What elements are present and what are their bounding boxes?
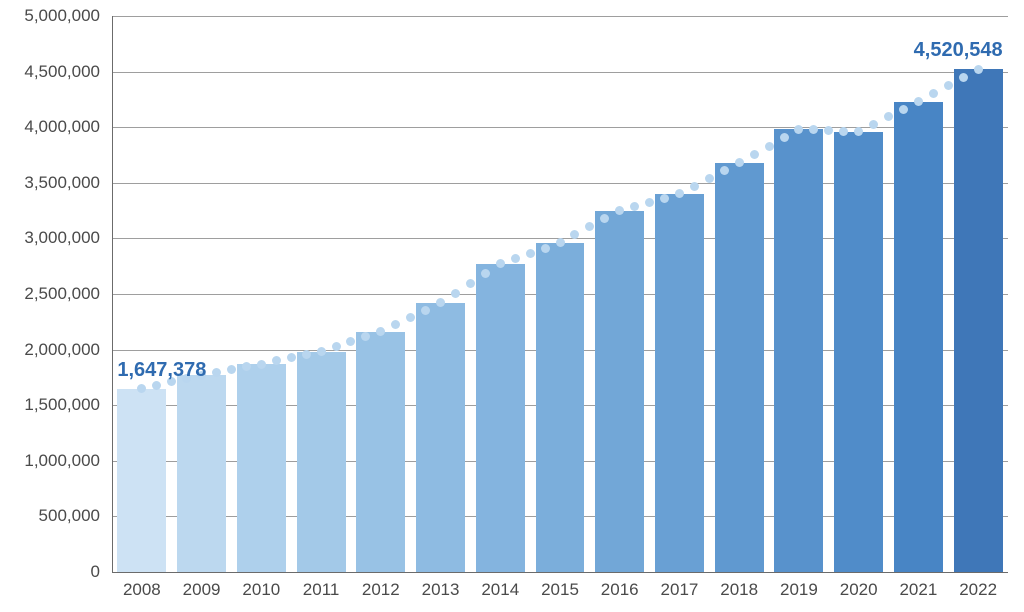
- y-tick-label: 0: [91, 562, 100, 582]
- y-tick-label: 3,000,000: [24, 228, 100, 248]
- y-tick-label: 4,000,000: [24, 117, 100, 137]
- y-tick-label: 1,500,000: [24, 395, 100, 415]
- bar: [237, 364, 286, 572]
- gridline: [112, 72, 1008, 73]
- y-tick-label: 500,000: [39, 506, 100, 526]
- x-tick-label: 2014: [481, 580, 519, 600]
- trend-dot: [750, 150, 759, 159]
- y-tick-label: 4,500,000: [24, 62, 100, 82]
- trend-dot: [765, 142, 774, 151]
- bar: [954, 69, 1003, 572]
- trend-dot: [780, 133, 789, 142]
- bar: [536, 243, 585, 572]
- bar: [476, 264, 525, 572]
- trend-dot: [585, 222, 594, 231]
- value-callout: 1,647,378: [117, 359, 206, 382]
- trend-dot: [959, 73, 968, 82]
- x-tick-label: 2009: [183, 580, 221, 600]
- trend-dot: [346, 337, 355, 346]
- trend-dot: [556, 238, 565, 247]
- bar: [416, 303, 465, 572]
- y-tick-label: 5,000,000: [24, 6, 100, 26]
- x-tick-label: 2010: [242, 580, 280, 600]
- y-tick-label: 2,500,000: [24, 284, 100, 304]
- trend-dot: [541, 244, 550, 253]
- bar: [595, 211, 644, 572]
- bar: [356, 332, 405, 572]
- trend-dot: [869, 120, 878, 129]
- trend-dot: [481, 269, 490, 278]
- x-tick-label: 2013: [422, 580, 460, 600]
- gridline: [112, 16, 1008, 17]
- x-tick-label: 2017: [661, 580, 699, 600]
- trend-dot: [406, 313, 415, 322]
- x-tick-label: 2022: [959, 580, 997, 600]
- x-tick-label: 2016: [601, 580, 639, 600]
- trend-dot: [287, 353, 296, 362]
- trend-dot: [914, 97, 923, 106]
- x-axis-line: [112, 572, 1008, 573]
- bar: [774, 129, 823, 572]
- x-tick-label: 2021: [899, 580, 937, 600]
- bar: [834, 132, 883, 572]
- bar-chart: 0 500,000 1,000,000 1,500,000 2,000,000 2,500…: [0, 0, 1024, 612]
- bar: [177, 375, 226, 572]
- trend-dot: [257, 360, 266, 369]
- bar: [655, 194, 704, 572]
- trend-dot: [690, 182, 699, 191]
- trend-dot: [317, 347, 326, 356]
- x-tick-label: 2012: [362, 580, 400, 600]
- trend-dot: [660, 194, 669, 203]
- y-axis-line: [112, 16, 113, 572]
- plot-area: 0500,0001,000,0001,500,0002,000,0002,500…: [112, 16, 1008, 572]
- trend-dot: [899, 105, 908, 114]
- y-tick-label: 1,000,000: [24, 451, 100, 471]
- trend-dot: [332, 342, 341, 351]
- trend-dot: [511, 254, 520, 263]
- trend-dot: [705, 174, 714, 183]
- trend-dot: [391, 320, 400, 329]
- trend-dot: [735, 158, 744, 167]
- x-tick-label: 2018: [720, 580, 758, 600]
- x-tick-label: 2015: [541, 580, 579, 600]
- bar: [297, 352, 346, 572]
- bar: [894, 102, 943, 572]
- trend-dot: [630, 202, 639, 211]
- trend-dot: [944, 81, 953, 90]
- trend-dot: [451, 289, 460, 298]
- trend-dot: [227, 365, 236, 374]
- x-tick-label: 2008: [123, 580, 161, 600]
- x-tick-label: 2011: [303, 580, 340, 600]
- trend-dot: [839, 127, 848, 136]
- x-tick-label: 2019: [780, 580, 818, 600]
- trend-dot: [929, 89, 938, 98]
- bar: [715, 163, 764, 572]
- value-callout: 4,520,548: [914, 39, 1003, 62]
- y-tick-label: 2,000,000: [24, 340, 100, 360]
- trend-dot: [645, 198, 654, 207]
- trend-dot: [421, 306, 430, 315]
- trend-dot: [466, 279, 475, 288]
- y-tick-label: 3,500,000: [24, 173, 100, 193]
- trend-dot: [884, 112, 893, 121]
- trend-dot: [974, 65, 983, 74]
- trend-dot: [720, 166, 729, 175]
- trend-dot: [824, 126, 833, 135]
- x-tick-label: 2020: [840, 580, 878, 600]
- trend-dot: [212, 368, 221, 377]
- trend-dot: [526, 249, 535, 258]
- trend-dot: [302, 350, 311, 359]
- bar: [117, 389, 166, 572]
